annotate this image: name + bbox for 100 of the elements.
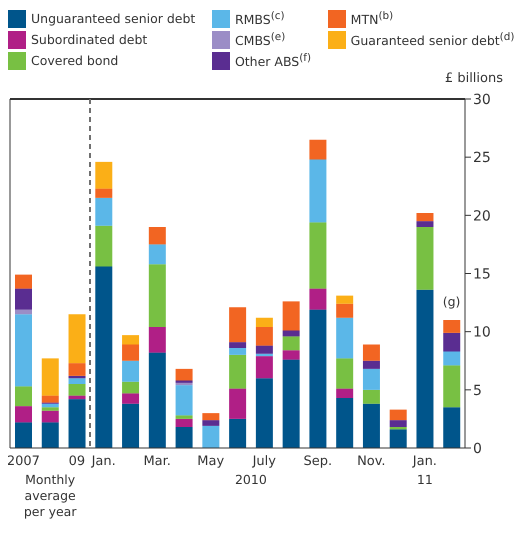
bar (68, 384, 86, 396)
bar (15, 314, 32, 386)
y-tick-label: 25 (473, 150, 491, 166)
bar (362, 368, 380, 390)
bar (443, 320, 460, 333)
y-tick-label: 15 (473, 266, 491, 282)
bar (176, 418, 193, 428)
annotation: (g) (442, 294, 460, 310)
bar (42, 358, 59, 396)
bar (443, 365, 460, 408)
bar (122, 344, 140, 361)
bar (95, 266, 112, 448)
text: 2010 (234, 472, 267, 487)
bar (390, 429, 407, 448)
bar (68, 396, 86, 400)
bar (122, 382, 140, 394)
bar (229, 307, 246, 342)
bar (336, 318, 354, 358)
x-tick-label: Sep. (303, 454, 332, 470)
x-tick-label: 09 (68, 454, 86, 470)
bar (68, 363, 86, 376)
bar (229, 418, 246, 448)
bar (148, 352, 166, 448)
bar (336, 296, 354, 304)
bar (256, 356, 273, 378)
bar (68, 399, 86, 448)
bar (443, 351, 460, 366)
bar (256, 318, 273, 328)
bar (148, 226, 166, 244)
bar (229, 354, 246, 389)
bar (176, 385, 193, 416)
bar (416, 213, 434, 222)
bar (148, 327, 166, 353)
bar (282, 360, 300, 448)
bar (256, 378, 273, 448)
x-tick-label: July (252, 454, 276, 470)
bar (122, 335, 140, 344)
bar (15, 274, 32, 289)
bar (309, 310, 326, 448)
bar (148, 244, 166, 264)
bar (309, 140, 326, 160)
bar (202, 420, 220, 426)
bar (176, 427, 193, 448)
bar (256, 346, 273, 354)
bar (362, 344, 380, 361)
y-axis-title: £ billions (444, 71, 503, 86)
bar (362, 360, 380, 369)
x-tick-label: 2007 (6, 454, 40, 470)
y-tick-label: 20 (473, 208, 491, 224)
legend-label: Guaranteed senior debt$^{(d)}$ (350, 30, 514, 48)
bar (95, 162, 112, 189)
bar (443, 407, 460, 448)
bar (122, 360, 140, 382)
bar (362, 404, 380, 448)
bar (15, 288, 32, 310)
bar (282, 330, 300, 336)
bar (229, 342, 246, 348)
y-tick-label: 0 (473, 440, 482, 457)
bar (42, 404, 59, 408)
bar (390, 420, 407, 428)
bar (95, 226, 112, 267)
bar (122, 393, 140, 404)
bar (282, 350, 300, 360)
bar (68, 314, 86, 364)
x-tick-label: Nov. (357, 454, 386, 470)
text: 11 (416, 472, 433, 487)
bar (229, 388, 246, 419)
bar (95, 188, 112, 198)
bar (95, 198, 112, 226)
bar (176, 368, 193, 381)
y-tick-label: 30 (473, 92, 491, 108)
bar (416, 290, 434, 448)
bar (15, 422, 32, 448)
bar (42, 422, 59, 448)
legend-label: Covered bond (31, 53, 118, 68)
bar (282, 301, 300, 331)
bar (443, 332, 460, 352)
bar (148, 264, 166, 328)
x-tick-label: Mar. (143, 454, 171, 470)
legend-label: Other ABS$^{(f)}$ (234, 52, 312, 70)
bar (42, 410, 59, 422)
legend-label: RMBS$^{(c)}$ (234, 10, 285, 28)
y-tick-label: 5 (473, 382, 482, 399)
bar (202, 426, 220, 448)
bar (416, 226, 434, 290)
x-tick-label: Jan. (412, 454, 437, 470)
bar (282, 336, 300, 350)
bar (15, 386, 32, 406)
legend-label: Unguaranteed senior debt (31, 11, 196, 26)
bar (336, 358, 354, 389)
bar (416, 221, 434, 227)
legend-label: CMBS$^{(e)}$ (234, 30, 286, 48)
bar (42, 396, 59, 403)
bar (336, 304, 354, 318)
bar (309, 222, 326, 289)
bar (68, 378, 86, 384)
x-tick-label: May (197, 454, 224, 470)
bar (309, 159, 326, 222)
bar (202, 413, 220, 420)
bar (362, 390, 380, 404)
